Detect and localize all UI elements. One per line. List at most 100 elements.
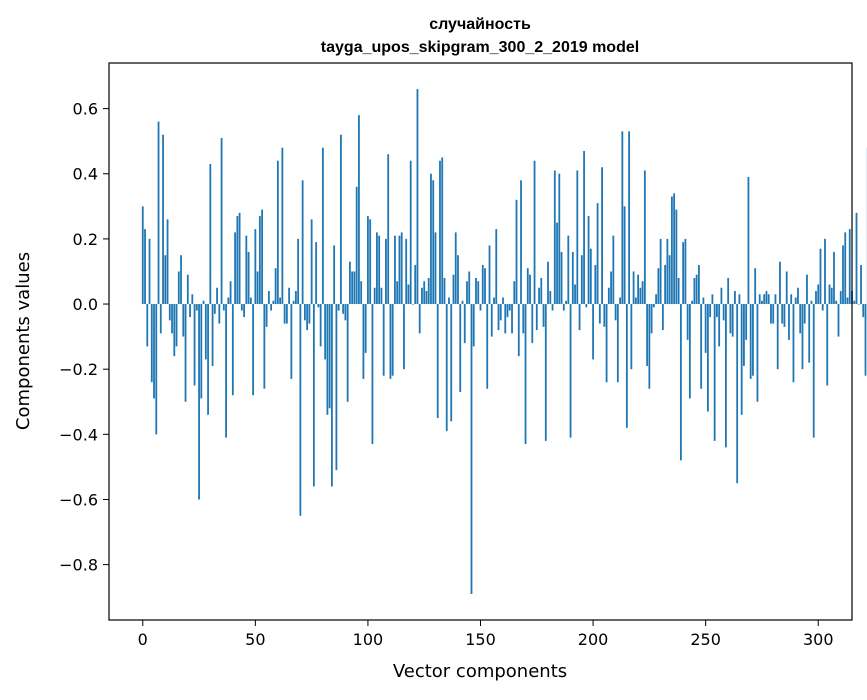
- bar: [603, 304, 605, 327]
- bar: [624, 206, 626, 304]
- bar: [739, 294, 741, 304]
- bar: [227, 298, 229, 305]
- bar: [529, 275, 531, 304]
- bar: [617, 304, 619, 382]
- bar: [144, 229, 146, 304]
- bar: [281, 148, 283, 304]
- bar: [732, 304, 734, 337]
- bar: [817, 285, 819, 305]
- bar: [394, 236, 396, 304]
- bar: [495, 229, 497, 304]
- bar: [381, 288, 383, 304]
- bar: [849, 229, 851, 304]
- bar: [216, 288, 218, 304]
- bar: [453, 275, 455, 304]
- bar: [750, 304, 752, 379]
- x-tick-label: 300: [803, 630, 834, 649]
- y-tick-label: 0.4: [73, 165, 98, 184]
- bar: [313, 304, 315, 486]
- bar: [266, 304, 268, 327]
- bar: [169, 304, 171, 320]
- y-tick-label: −0.8: [59, 556, 98, 575]
- bar: [856, 213, 858, 304]
- bar: [268, 291, 270, 304]
- bar: [673, 193, 675, 304]
- bar: [426, 291, 428, 304]
- bar: [858, 304, 860, 305]
- bar: [736, 304, 738, 483]
- bar: [419, 304, 421, 333]
- bar: [840, 291, 842, 304]
- bar: [709, 304, 711, 317]
- bar: [363, 304, 365, 379]
- bar: [486, 304, 488, 389]
- bar: [527, 268, 529, 304]
- bar: [149, 239, 151, 304]
- y-tick-label: −0.2: [59, 360, 98, 379]
- bar: [173, 304, 175, 356]
- bar: [662, 304, 664, 330]
- x-tick-label: 50: [245, 630, 265, 649]
- bar: [477, 281, 479, 304]
- bar: [356, 187, 358, 304]
- bar: [340, 135, 342, 304]
- y-tick-label: 0.0: [73, 295, 98, 314]
- x-tick-label: 150: [465, 630, 496, 649]
- bar: [284, 304, 286, 324]
- bar: [547, 262, 549, 304]
- bar: [444, 278, 446, 304]
- bar: [308, 304, 310, 324]
- bar: [236, 216, 238, 304]
- bar: [403, 304, 405, 369]
- bar: [331, 304, 333, 486]
- bar: [158, 122, 160, 304]
- bar: [329, 304, 331, 408]
- bar: [491, 304, 493, 337]
- bar: [752, 304, 754, 376]
- bars-layer: [142, 89, 867, 594]
- bar: [482, 265, 484, 304]
- bar: [727, 278, 729, 304]
- bar: [232, 304, 234, 395]
- bar: [322, 148, 324, 304]
- bar: [320, 304, 322, 346]
- bar: [277, 161, 279, 304]
- bar: [250, 298, 252, 305]
- bar: [160, 304, 162, 333]
- bar: [597, 203, 599, 304]
- bar: [191, 294, 193, 304]
- bar: [354, 271, 356, 304]
- bar: [745, 304, 747, 340]
- bar: [468, 271, 470, 304]
- bar: [387, 154, 389, 304]
- bar: [680, 304, 682, 460]
- bar: [790, 294, 792, 304]
- bar: [439, 161, 441, 304]
- bar: [338, 304, 340, 311]
- bar: [311, 219, 313, 304]
- bar: [639, 288, 641, 304]
- bar: [793, 304, 795, 382]
- bar: [545, 304, 547, 441]
- bar: [754, 268, 756, 304]
- bar: [372, 304, 374, 444]
- bar: [259, 216, 261, 304]
- bar: [651, 304, 653, 333]
- bar: [421, 288, 423, 304]
- bar: [583, 151, 585, 304]
- bar: [408, 285, 410, 305]
- y-tick-label: −0.6: [59, 490, 98, 509]
- bar: [838, 304, 840, 337]
- bar: [671, 197, 673, 304]
- bar: [176, 304, 178, 346]
- bar: [180, 255, 182, 304]
- bar: [473, 304, 475, 346]
- x-tick-label: 0: [138, 630, 148, 649]
- bar: [516, 200, 518, 304]
- bar: [718, 304, 720, 346]
- bar: [534, 161, 536, 304]
- bar: [844, 232, 846, 304]
- bar: [203, 301, 205, 304]
- bar: [187, 275, 189, 304]
- bar: [675, 210, 677, 304]
